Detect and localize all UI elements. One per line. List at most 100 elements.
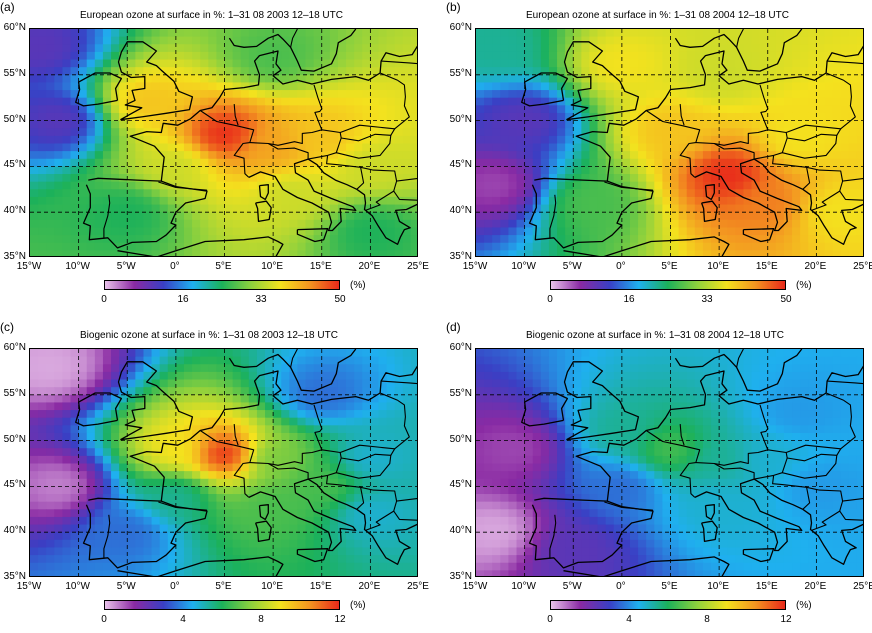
field-cell bbox=[71, 235, 80, 243]
field-cell bbox=[662, 364, 671, 372]
field-cell bbox=[135, 479, 144, 487]
field-cell bbox=[184, 448, 193, 456]
field-cell bbox=[95, 395, 104, 403]
field-cell bbox=[184, 205, 193, 213]
field-cell bbox=[168, 357, 177, 365]
field-cell bbox=[776, 182, 785, 190]
field-cell bbox=[87, 90, 96, 98]
field-cell bbox=[103, 67, 112, 75]
field-cell bbox=[752, 243, 761, 251]
field-cell bbox=[833, 402, 842, 410]
field-cell bbox=[281, 113, 290, 121]
field-cell bbox=[703, 121, 712, 129]
field-cell bbox=[378, 395, 387, 403]
field-cell bbox=[225, 136, 234, 144]
field-cell bbox=[654, 402, 663, 410]
field-cell bbox=[192, 441, 201, 449]
field-cell bbox=[362, 402, 371, 410]
field-cell bbox=[792, 75, 801, 83]
field-cell bbox=[735, 410, 744, 418]
field-cell bbox=[143, 29, 152, 37]
field-cell bbox=[62, 540, 71, 548]
field-cell bbox=[265, 418, 274, 426]
field-cell bbox=[476, 98, 485, 106]
field-cell bbox=[589, 227, 598, 235]
field-cell bbox=[322, 29, 331, 37]
field-cell bbox=[816, 144, 825, 152]
field-cell bbox=[614, 189, 623, 197]
field-cell bbox=[135, 29, 144, 37]
field-cell bbox=[192, 364, 201, 372]
field-cell bbox=[322, 105, 331, 113]
field-cell bbox=[79, 67, 88, 75]
field-cell bbox=[38, 395, 47, 403]
field-cell bbox=[184, 67, 193, 75]
field-cell bbox=[824, 136, 833, 144]
field-cell bbox=[395, 166, 404, 174]
field-cell bbox=[257, 464, 266, 472]
field-cell bbox=[784, 364, 793, 372]
field-cell bbox=[152, 563, 161, 571]
field-cell bbox=[281, 547, 290, 555]
field-cell bbox=[500, 387, 509, 395]
field-cell bbox=[111, 525, 120, 533]
field-cell bbox=[273, 136, 282, 144]
field-cell bbox=[79, 563, 88, 571]
field-cell bbox=[249, 418, 258, 426]
field-cell bbox=[476, 144, 485, 152]
field-cell bbox=[703, 52, 712, 60]
field-cell bbox=[508, 60, 517, 68]
field-cell bbox=[671, 67, 680, 75]
field-cell bbox=[687, 182, 696, 190]
field-cell bbox=[160, 29, 169, 37]
field-cell bbox=[646, 220, 655, 228]
field-cell bbox=[833, 37, 842, 45]
field-cell bbox=[249, 410, 258, 418]
field-cell bbox=[265, 479, 274, 487]
field-cell bbox=[281, 448, 290, 456]
field-cell bbox=[208, 380, 217, 388]
field-cell bbox=[241, 380, 250, 388]
field-cell bbox=[849, 75, 858, 83]
field-cell bbox=[152, 220, 161, 228]
field-cell bbox=[111, 182, 120, 190]
field-cell bbox=[735, 197, 744, 205]
field-cell bbox=[62, 494, 71, 502]
field-cell bbox=[816, 52, 825, 60]
field-cell bbox=[378, 456, 387, 464]
field-cell bbox=[338, 29, 347, 37]
field-cell bbox=[727, 395, 736, 403]
field-cell bbox=[403, 517, 412, 525]
field-cell bbox=[152, 250, 161, 257]
field-cell bbox=[62, 121, 71, 129]
field-cell bbox=[768, 82, 777, 90]
field-cell bbox=[257, 151, 266, 159]
field-cell bbox=[679, 235, 688, 243]
field-cell bbox=[824, 402, 833, 410]
field-cell bbox=[808, 121, 817, 129]
field-cell bbox=[152, 75, 161, 83]
colorbar-tick: 0 bbox=[535, 294, 565, 305]
field-cell bbox=[103, 502, 112, 510]
field-cell bbox=[614, 380, 623, 388]
field-cell bbox=[638, 75, 647, 83]
field-cell bbox=[200, 121, 209, 129]
field-cell bbox=[208, 67, 217, 75]
field-cell bbox=[719, 82, 728, 90]
field-cell bbox=[500, 364, 509, 372]
field-cell bbox=[192, 37, 201, 45]
field-cell bbox=[719, 128, 728, 136]
field-cell bbox=[208, 121, 217, 129]
field-cell bbox=[378, 205, 387, 213]
field-cell bbox=[403, 570, 412, 577]
field-cell bbox=[200, 402, 209, 410]
panel-label: (b) bbox=[446, 0, 461, 14]
field-cell bbox=[849, 29, 858, 37]
field-cell bbox=[46, 182, 55, 190]
field-cell bbox=[79, 235, 88, 243]
field-cell bbox=[79, 364, 88, 372]
field-cell bbox=[127, 166, 136, 174]
field-cell bbox=[606, 136, 615, 144]
field-cell bbox=[152, 197, 161, 205]
field-cell bbox=[484, 52, 493, 60]
